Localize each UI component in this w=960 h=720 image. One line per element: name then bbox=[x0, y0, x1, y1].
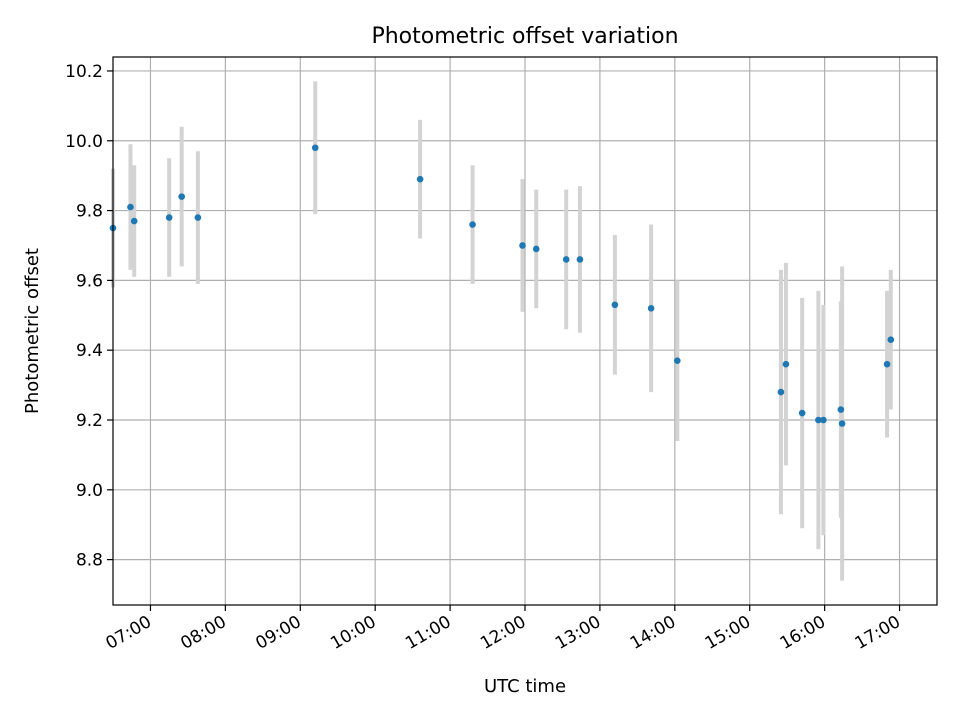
x-tick-label: 10:00 bbox=[327, 612, 379, 654]
data-point bbox=[519, 242, 526, 249]
data-point bbox=[838, 420, 846, 427]
y-tick-label: 10.0 bbox=[65, 132, 103, 152]
data-point bbox=[576, 256, 584, 263]
chart-title: Photometric offset variation bbox=[371, 24, 678, 49]
data-point bbox=[798, 409, 806, 417]
y-tick-label: 8.8 bbox=[76, 551, 103, 571]
data-point bbox=[178, 193, 185, 200]
data-point bbox=[532, 245, 540, 253]
x-tick-label: 12:00 bbox=[477, 612, 529, 654]
error-bars bbox=[111, 81, 893, 581]
y-tick-label: 9.8 bbox=[76, 202, 103, 222]
data-point bbox=[820, 416, 827, 424]
data-point bbox=[887, 336, 895, 344]
y-tick-label: 9.0 bbox=[76, 481, 103, 501]
data-point bbox=[777, 388, 785, 396]
data-point bbox=[127, 203, 134, 211]
x-tick-label: 13:00 bbox=[552, 612, 604, 654]
data-point bbox=[674, 357, 681, 364]
x-tick-label: 15:00 bbox=[702, 612, 754, 654]
data-point bbox=[782, 360, 790, 368]
data-point bbox=[611, 301, 619, 309]
x-tick-label: 17:00 bbox=[852, 612, 904, 654]
data-point bbox=[416, 175, 424, 183]
data-point bbox=[647, 305, 655, 312]
data-point bbox=[883, 360, 891, 368]
grid-lines bbox=[113, 57, 937, 605]
x-axis-label: UTC time bbox=[484, 676, 566, 697]
y-tick-label: 9.4 bbox=[76, 341, 103, 361]
x-tick-label: 14:00 bbox=[627, 612, 679, 654]
y-tick-label: 9.2 bbox=[76, 411, 103, 431]
data-point bbox=[194, 214, 202, 221]
x-tick-label: 11:00 bbox=[402, 612, 454, 654]
data-point bbox=[562, 256, 570, 263]
data-point bbox=[815, 416, 822, 424]
data-point bbox=[469, 221, 476, 228]
data-point bbox=[130, 217, 138, 225]
x-tick-label: 09:00 bbox=[252, 612, 304, 654]
x-tick-label: 08:00 bbox=[177, 612, 229, 654]
data-point bbox=[837, 406, 845, 413]
y-axis-label: Photometric offset bbox=[22, 248, 43, 414]
data-points bbox=[109, 144, 895, 427]
x-tick-label: 07:00 bbox=[103, 612, 155, 654]
x-tick-label: 16:00 bbox=[777, 612, 829, 654]
y-tick-label: 10.2 bbox=[65, 62, 103, 82]
data-point bbox=[311, 144, 319, 152]
y-tick-label: 9.6 bbox=[76, 271, 103, 291]
data-point bbox=[165, 214, 173, 221]
y-axis-ticks: 8.8 9.0 9.2 9.4 9.6 9.8 10.0 10.2 bbox=[65, 62, 113, 571]
x-axis-ticks: 07:00 08:00 09:00 10:00 11:00 12:00 13:00 14:00… bbox=[103, 605, 904, 654]
